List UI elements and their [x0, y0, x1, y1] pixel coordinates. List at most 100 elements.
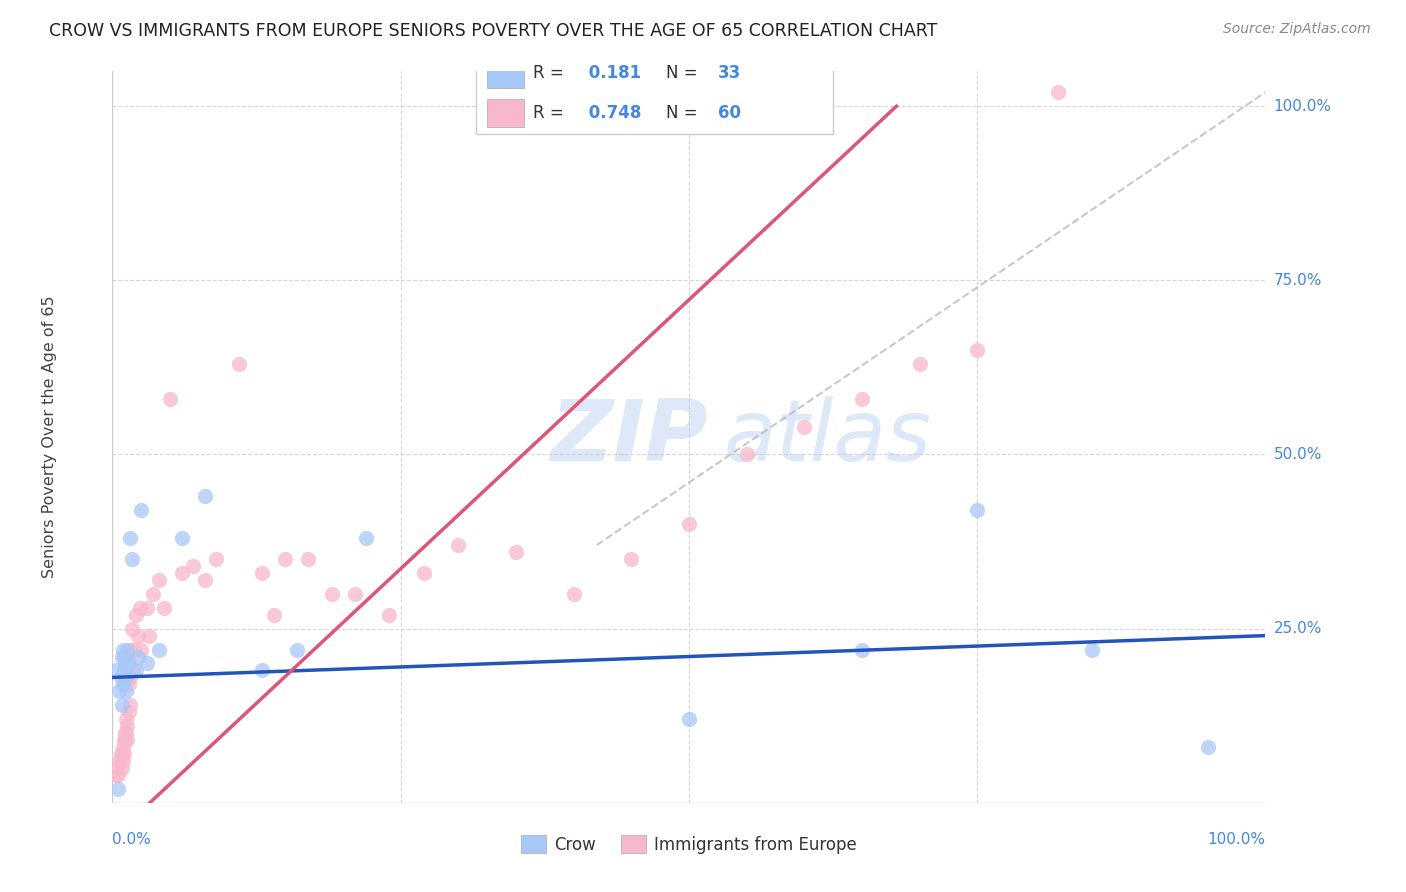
Point	[110, 747, 132, 761]
Point	[181, 558, 204, 573]
Point	[343, 587, 366, 601]
Point	[124, 642, 146, 657]
Point	[117, 705, 139, 719]
Point	[117, 657, 139, 671]
FancyBboxPatch shape	[488, 99, 524, 128]
Point	[122, 664, 145, 678]
Point	[124, 664, 146, 678]
Point	[129, 642, 153, 657]
Point	[127, 649, 149, 664]
Point	[115, 684, 138, 698]
Point	[505, 545, 527, 559]
Point	[297, 552, 319, 566]
Point	[127, 629, 149, 643]
Text: 100.0%: 100.0%	[1274, 99, 1331, 113]
Point	[129, 503, 153, 517]
Point	[117, 733, 139, 747]
Point	[121, 622, 143, 636]
Point	[107, 781, 129, 796]
FancyBboxPatch shape	[475, 49, 832, 134]
Point	[678, 517, 700, 532]
Point	[354, 531, 377, 545]
Text: N =: N =	[666, 103, 703, 121]
Point	[1081, 642, 1104, 657]
Point	[115, 664, 138, 678]
Point	[412, 566, 434, 580]
Text: 100.0%: 100.0%	[1208, 832, 1265, 847]
Point	[118, 531, 141, 545]
Point	[108, 754, 131, 768]
Point	[148, 573, 170, 587]
Point	[966, 343, 988, 357]
Point	[111, 740, 134, 755]
Point	[129, 600, 152, 615]
Point	[228, 357, 250, 371]
Point	[111, 747, 134, 761]
Point	[124, 607, 146, 622]
Text: R =: R =	[533, 103, 569, 121]
Point	[120, 642, 142, 657]
Point	[148, 642, 170, 657]
Point	[170, 531, 193, 545]
Text: R =: R =	[533, 64, 569, 82]
Point	[115, 712, 138, 726]
Text: 0.0%: 0.0%	[112, 832, 152, 847]
FancyBboxPatch shape	[488, 59, 524, 87]
Point	[851, 642, 873, 657]
Point	[851, 392, 873, 406]
Point	[118, 670, 141, 684]
Point	[111, 649, 134, 664]
Point	[115, 726, 138, 740]
Point	[562, 587, 585, 601]
Point	[793, 419, 815, 434]
Point	[170, 566, 193, 580]
Point	[205, 552, 228, 566]
Point	[1046, 85, 1069, 99]
Point	[111, 761, 134, 775]
Point	[252, 664, 274, 678]
Point	[117, 677, 139, 691]
Point	[285, 642, 308, 657]
Text: 33: 33	[718, 64, 741, 82]
Point	[112, 664, 135, 678]
Point	[447, 538, 470, 552]
Point	[153, 600, 176, 615]
Text: 75.0%: 75.0%	[1274, 273, 1322, 288]
Point	[114, 726, 136, 740]
Point	[112, 747, 135, 761]
Point	[735, 448, 758, 462]
Point	[107, 768, 129, 782]
Point	[321, 587, 343, 601]
Point	[112, 649, 135, 664]
Point	[118, 698, 141, 713]
Point	[111, 754, 134, 768]
Point	[110, 754, 132, 768]
Text: 0.181: 0.181	[583, 64, 641, 82]
Text: N =: N =	[666, 64, 703, 82]
Point	[136, 600, 159, 615]
Point	[263, 607, 285, 622]
Point	[111, 698, 134, 713]
Legend: Crow, Immigrants from Europe: Crow, Immigrants from Europe	[515, 829, 863, 860]
Point	[114, 670, 136, 684]
Point	[966, 503, 988, 517]
Text: 60: 60	[718, 103, 741, 121]
Point	[142, 587, 165, 601]
Point	[194, 489, 217, 503]
Point	[104, 768, 127, 782]
Text: 0.748: 0.748	[583, 103, 641, 121]
Point	[274, 552, 297, 566]
Point	[111, 677, 134, 691]
Text: 50.0%: 50.0%	[1274, 447, 1322, 462]
Point	[105, 761, 128, 775]
Point	[252, 566, 274, 580]
Point	[117, 719, 139, 733]
Text: ZIP: ZIP	[551, 395, 709, 479]
Point	[136, 657, 159, 671]
Text: Seniors Poverty Over the Age of 65: Seniors Poverty Over the Age of 65	[42, 296, 56, 578]
Text: atlas: atlas	[724, 395, 932, 479]
Point	[620, 552, 643, 566]
Point	[114, 733, 136, 747]
Point	[110, 670, 132, 684]
Point	[908, 357, 931, 371]
